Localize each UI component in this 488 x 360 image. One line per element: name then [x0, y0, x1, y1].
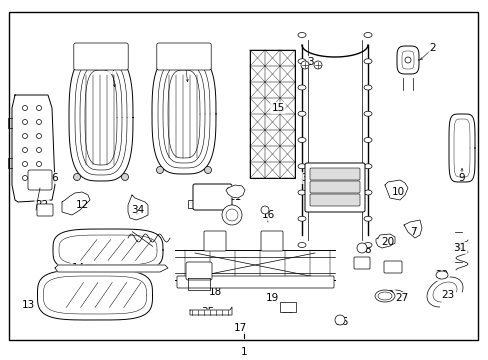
Ellipse shape [363, 190, 371, 195]
Polygon shape [128, 195, 148, 220]
Ellipse shape [297, 243, 305, 248]
Polygon shape [38, 270, 152, 320]
Circle shape [261, 206, 268, 214]
Text: 25: 25 [281, 305, 294, 315]
Text: 34: 34 [131, 205, 144, 215]
Polygon shape [384, 180, 407, 200]
Text: 12: 12 [75, 200, 88, 210]
Text: 30: 30 [381, 290, 394, 300]
FancyBboxPatch shape [309, 168, 359, 180]
FancyBboxPatch shape [353, 257, 369, 269]
Text: 14: 14 [71, 263, 84, 273]
Text: 19: 19 [265, 293, 278, 303]
Text: 5: 5 [182, 57, 188, 67]
Ellipse shape [297, 216, 305, 221]
Ellipse shape [297, 164, 305, 169]
Polygon shape [53, 229, 163, 271]
Text: 32: 32 [301, 173, 314, 183]
Text: 8: 8 [364, 245, 370, 255]
Text: 11: 11 [211, 192, 224, 202]
Ellipse shape [297, 32, 305, 37]
Polygon shape [12, 95, 55, 202]
Text: 10: 10 [390, 187, 404, 197]
Polygon shape [152, 54, 216, 174]
FancyBboxPatch shape [193, 184, 231, 210]
Polygon shape [375, 234, 394, 248]
Ellipse shape [363, 85, 371, 90]
Ellipse shape [297, 138, 305, 143]
Text: 7: 7 [409, 227, 415, 237]
Text: 17: 17 [233, 323, 246, 333]
Ellipse shape [297, 85, 305, 90]
FancyBboxPatch shape [383, 261, 401, 273]
Text: 6: 6 [52, 173, 58, 183]
FancyBboxPatch shape [28, 170, 52, 190]
Polygon shape [403, 220, 421, 238]
Polygon shape [396, 46, 418, 74]
Polygon shape [448, 114, 474, 182]
Text: 24: 24 [387, 263, 401, 273]
Text: 13: 13 [21, 300, 35, 310]
Ellipse shape [297, 111, 305, 116]
Text: 29: 29 [434, 270, 447, 280]
Polygon shape [190, 307, 231, 315]
Polygon shape [69, 54, 133, 181]
Text: 1: 1 [240, 347, 247, 357]
Ellipse shape [363, 32, 371, 37]
FancyBboxPatch shape [203, 231, 225, 251]
Polygon shape [225, 185, 244, 198]
Ellipse shape [297, 190, 305, 195]
Text: 15: 15 [271, 103, 284, 113]
FancyBboxPatch shape [177, 276, 333, 288]
Text: 2: 2 [429, 43, 435, 53]
Circle shape [204, 166, 211, 174]
Text: 22: 22 [35, 200, 48, 210]
Text: 16: 16 [261, 210, 274, 220]
Text: 18: 18 [208, 287, 221, 297]
Ellipse shape [374, 290, 394, 302]
Circle shape [356, 243, 366, 253]
FancyBboxPatch shape [261, 231, 283, 251]
Text: 33: 33 [215, 197, 228, 207]
Text: 3: 3 [306, 57, 313, 67]
FancyBboxPatch shape [185, 262, 212, 280]
Circle shape [73, 174, 81, 180]
Circle shape [301, 61, 308, 69]
FancyBboxPatch shape [309, 194, 359, 206]
Text: 28: 28 [355, 260, 368, 270]
Text: 9: 9 [458, 173, 465, 183]
Text: 21: 21 [228, 192, 241, 202]
FancyBboxPatch shape [74, 43, 128, 70]
Circle shape [334, 315, 345, 325]
FancyBboxPatch shape [157, 43, 211, 70]
Circle shape [121, 174, 128, 180]
Ellipse shape [297, 59, 305, 64]
Text: 20: 20 [381, 237, 394, 247]
Circle shape [404, 57, 410, 63]
Text: 27: 27 [395, 293, 408, 303]
Circle shape [313, 61, 321, 69]
Ellipse shape [363, 111, 371, 116]
Ellipse shape [435, 271, 447, 279]
Text: 36: 36 [195, 273, 208, 283]
Bar [280, 302, 295, 312]
FancyBboxPatch shape [37, 204, 53, 216]
Ellipse shape [363, 138, 371, 143]
Ellipse shape [363, 243, 371, 248]
Ellipse shape [363, 216, 371, 221]
Ellipse shape [363, 59, 371, 64]
Circle shape [156, 166, 163, 174]
Text: 4: 4 [108, 63, 115, 73]
Circle shape [222, 205, 242, 225]
Text: 31: 31 [452, 243, 466, 253]
Text: 26: 26 [335, 317, 348, 327]
Text: 23: 23 [441, 290, 454, 300]
Ellipse shape [363, 164, 371, 169]
Text: 35: 35 [201, 307, 214, 317]
FancyBboxPatch shape [305, 163, 364, 212]
Polygon shape [55, 265, 168, 272]
Polygon shape [62, 192, 90, 215]
FancyBboxPatch shape [309, 181, 359, 193]
